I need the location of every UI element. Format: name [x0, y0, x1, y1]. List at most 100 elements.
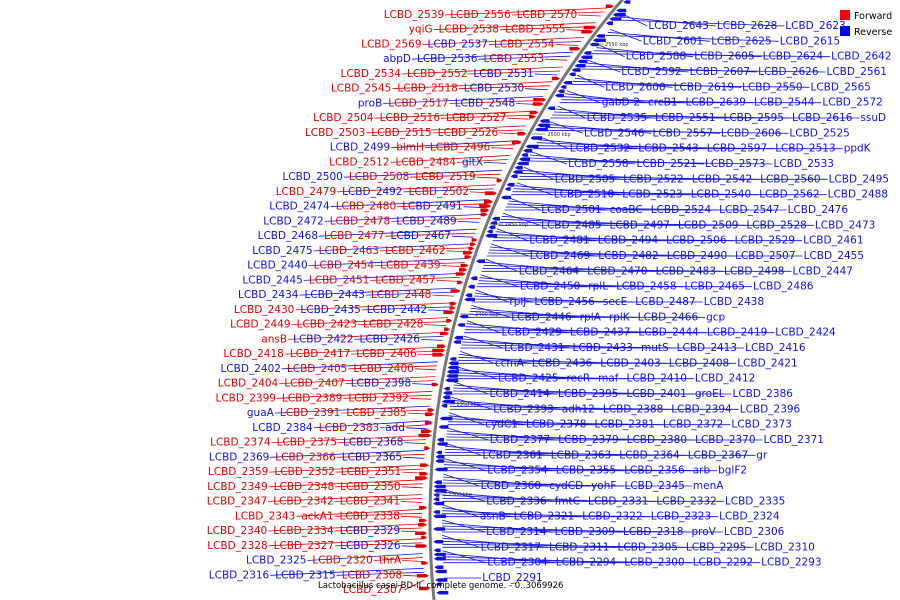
leader-line: [476, 176, 499, 179]
leader-line: [313, 420, 429, 429]
gene-label: LCBD_2369: [209, 451, 269, 463]
leader-line: [523, 166, 554, 180]
gene-label: LCBD_2374: [210, 437, 271, 449]
gene-label: LCBD_2469: [530, 250, 590, 262]
leader-line: [443, 467, 692, 472]
reverse-feature: [500, 195, 511, 200]
tick-label: 2500 kbp: [547, 132, 571, 138]
leader-line: [539, 136, 569, 150]
leader-line: [402, 560, 424, 562]
leader-line: [409, 397, 432, 400]
gene-label: LCBD_2445: [242, 274, 302, 286]
gene-label: LCBD_2385: [346, 407, 406, 419]
gene-label: LCBD_2573: [705, 158, 765, 170]
gene-label: LCBD_2375: [277, 437, 337, 449]
reverse-feature: [445, 378, 459, 383]
gene-label: LCBD_2377: [490, 434, 550, 446]
reverse-feature: [441, 403, 448, 408]
gene-label: LCBD_2405: [287, 363, 347, 375]
reverse-feature: [557, 89, 565, 93]
gene-label: LCBD_2305: [618, 541, 678, 553]
leader-line: [449, 100, 541, 104]
gene-label: LCBD_2361: [482, 449, 542, 461]
gene-label: LCBD_2474: [269, 201, 330, 213]
gene-label: ssuD: [860, 112, 886, 124]
gene-label: LCBD_2340: [207, 525, 267, 537]
gene-label: LCBD_2343: [235, 510, 295, 522]
reverse-feature: [433, 510, 440, 514]
leader-line: [405, 427, 428, 430]
gene-label: LCBD_2515: [371, 127, 431, 139]
gene-label: LCBD_2436: [532, 357, 593, 369]
leader-line: [534, 73, 558, 76]
gene-label: LCBD_2555: [505, 24, 565, 36]
gene-label: LCBD_2419: [707, 327, 767, 339]
leader-line: [534, 145, 775, 150]
forward-feature: [468, 246, 475, 251]
gene-label: coaBC: [610, 204, 643, 216]
forward-feature: [496, 178, 503, 183]
gene-label: LCBD_2516: [380, 112, 441, 124]
forward-feature: [420, 429, 432, 434]
gene-label: LCBD_2320: [312, 555, 372, 567]
gene-label: LCBD_2510: [554, 189, 614, 201]
reverse-feature: [439, 416, 453, 421]
gene-label: LCBD_2347: [207, 496, 267, 508]
gene-label: rplJ: [509, 296, 526, 308]
gene-label: LCBD_2478: [330, 215, 390, 227]
gene-label: LCBD_2417: [290, 348, 350, 360]
gene-label: LCBD_2373: [731, 419, 791, 431]
leader-line: [271, 435, 427, 443]
gene-label: LCBD_2528: [746, 219, 806, 231]
gene-label: LCBD_2472: [263, 215, 323, 227]
leader-line: [505, 206, 719, 211]
leader-line: [449, 412, 485, 426]
forward-feature: [605, 4, 614, 9]
forward-feature: [443, 310, 455, 315]
gene-label: LCBD_2349: [207, 481, 267, 493]
gene-label: LCBD_2311: [549, 541, 609, 553]
gene-label: rplA: [580, 311, 602, 323]
gene-label: LCBD_2494: [598, 235, 659, 247]
gene-label: LCBD_2565: [811, 81, 871, 93]
leader-line: [335, 483, 423, 488]
gene-label: LCBD_2507: [735, 250, 795, 262]
gene-label: LCBD_2444: [638, 327, 699, 339]
reverse-feature: [506, 182, 515, 187]
forward-feature: [551, 76, 560, 81]
leader-line: [483, 162, 506, 164]
gene-label: secE: [603, 296, 627, 308]
gene-label: LCBD_2527: [446, 112, 506, 124]
leader-line: [461, 344, 676, 349]
gene-label: LCBD_2431: [504, 342, 564, 354]
gene-label: LCBD_2428: [363, 319, 423, 331]
gene-label: LCBD_2535: [587, 112, 647, 124]
forward-feature: [421, 561, 429, 565]
forward-feature: [419, 471, 429, 476]
gene-label: LCBD_2383: [319, 422, 379, 434]
leader-line: [511, 11, 605, 16]
gene-label: rplL: [588, 281, 608, 293]
reverse-feature: [521, 153, 529, 157]
forward-feature: [415, 531, 428, 535]
reverse-feature: [449, 357, 457, 361]
reverse-feature: [433, 484, 446, 489]
gene-label: LCBD_2523: [622, 189, 682, 201]
leader-line: [525, 88, 548, 91]
gene-label: LCBD_2407: [284, 378, 344, 390]
leader-line: [458, 85, 551, 90]
gene-label: LCBD_2501: [541, 204, 601, 216]
reverse-feature: [580, 55, 593, 59]
leader-line: [473, 298, 635, 303]
gene-label: LCBD_2498: [724, 265, 784, 277]
gene-label: LCBD_2557: [653, 127, 713, 139]
gene-label: LCBD_2512: [329, 156, 389, 168]
reverse-feature: [539, 119, 550, 123]
gene-label: rplK: [609, 311, 631, 323]
gene-label: LCBD_2323: [651, 511, 711, 523]
gene-label: LCBD_2533: [774, 158, 834, 170]
reverse-feature: [435, 450, 442, 455]
gene-label: cydC1: [485, 419, 518, 431]
leader-line: [512, 191, 759, 196]
gene-label: LCBD_2500: [282, 171, 342, 183]
